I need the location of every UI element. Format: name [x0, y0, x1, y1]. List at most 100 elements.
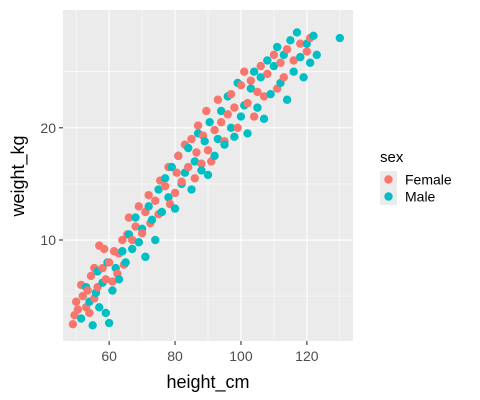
- point-female: [101, 275, 111, 284]
- point-female: [85, 308, 94, 318]
- point-female: [187, 134, 196, 144]
- legend-male-marker: [384, 192, 393, 201]
- point-female: [236, 80, 246, 90]
- point-male: [131, 213, 140, 222]
- point-male: [312, 50, 321, 60]
- axis-ticks: 60 80 100 120 10 20: [40, 120, 318, 364]
- point-female: [104, 258, 114, 267]
- y-tick-label: 20: [40, 120, 56, 136]
- legend: sex Female Male: [380, 149, 452, 205]
- point-female: [128, 235, 137, 245]
- point-female: [177, 177, 186, 186]
- legend-label-male: Male: [405, 189, 436, 205]
- point-male: [128, 244, 137, 254]
- point-male: [95, 303, 104, 312]
- point-female: [289, 56, 298, 65]
- point-female: [144, 190, 153, 200]
- point-male: [167, 162, 176, 172]
- point-female: [203, 146, 213, 155]
- point-male: [216, 106, 226, 116]
- x-tick-label: 120: [295, 348, 319, 364]
- y-tick-label: 10: [40, 232, 56, 248]
- point-female: [68, 319, 78, 329]
- point-female: [71, 297, 81, 306]
- point-female: [170, 188, 180, 198]
- point-male: [184, 143, 193, 153]
- point-male: [205, 118, 214, 127]
- point-female: [137, 229, 147, 238]
- point-male: [200, 137, 209, 146]
- point-male: [269, 61, 279, 71]
- point-female: [78, 291, 87, 301]
- legend-title: sex: [380, 149, 404, 166]
- point-female: [99, 244, 109, 254]
- point-male: [230, 132, 239, 141]
- point-female: [263, 69, 272, 79]
- point-female: [108, 277, 117, 286]
- point-male: [154, 185, 163, 194]
- point-female: [124, 213, 134, 222]
- x-axis-title: height_cm: [166, 372, 249, 393]
- point-female: [226, 89, 236, 99]
- point-male: [335, 33, 345, 43]
- point-female: [83, 286, 92, 295]
- x-tick-label: 60: [101, 348, 117, 364]
- point-male: [160, 174, 170, 183]
- point-female: [174, 151, 183, 161]
- point-female: [73, 305, 83, 314]
- point-male: [187, 185, 196, 194]
- point-male: [134, 238, 143, 247]
- point-female: [210, 125, 219, 135]
- point-male: [292, 28, 302, 37]
- point-female: [223, 110, 232, 119]
- y-axis-title: weight_kg: [8, 135, 29, 217]
- point-male: [76, 314, 86, 323]
- point-female: [131, 222, 140, 231]
- point-female: [243, 98, 252, 108]
- point-male: [286, 36, 295, 45]
- legend-female-marker: [384, 175, 393, 184]
- point-female: [216, 118, 226, 127]
- point-male: [197, 166, 206, 175]
- point-male: [273, 42, 282, 52]
- point-female: [302, 47, 312, 56]
- point-male: [243, 129, 252, 138]
- point-female: [160, 181, 170, 191]
- point-male: [101, 308, 111, 318]
- point-female: [213, 95, 223, 104]
- point-female: [192, 148, 201, 157]
- x-tick-label: 100: [229, 348, 253, 364]
- point-male: [256, 73, 265, 82]
- point-female: [282, 45, 292, 54]
- point-male: [249, 67, 259, 76]
- point-female: [193, 121, 203, 130]
- x-tick-label: 80: [167, 348, 183, 364]
- point-male: [226, 123, 236, 133]
- point-female: [253, 87, 262, 97]
- point-female: [190, 174, 200, 183]
- point-female: [233, 123, 242, 133]
- point-female: [202, 106, 211, 116]
- point-male: [104, 318, 114, 328]
- point-female: [279, 73, 288, 82]
- point-male: [246, 84, 256, 93]
- point-female: [86, 271, 96, 281]
- point-female: [296, 39, 305, 48]
- point-male: [108, 286, 117, 295]
- point-female: [98, 263, 107, 273]
- point-male: [220, 140, 229, 149]
- point-male: [157, 207, 167, 217]
- point-male: [259, 114, 269, 124]
- point-female: [240, 67, 249, 76]
- point-male: [170, 204, 180, 213]
- point-male: [309, 31, 318, 41]
- point-male: [213, 134, 223, 144]
- point-male: [253, 103, 262, 112]
- data-points: [68, 28, 345, 330]
- point-male: [203, 170, 213, 180]
- point-male: [282, 95, 292, 104]
- point-male: [88, 321, 97, 330]
- legend-label-female: Female: [405, 172, 452, 188]
- point-male: [151, 235, 160, 245]
